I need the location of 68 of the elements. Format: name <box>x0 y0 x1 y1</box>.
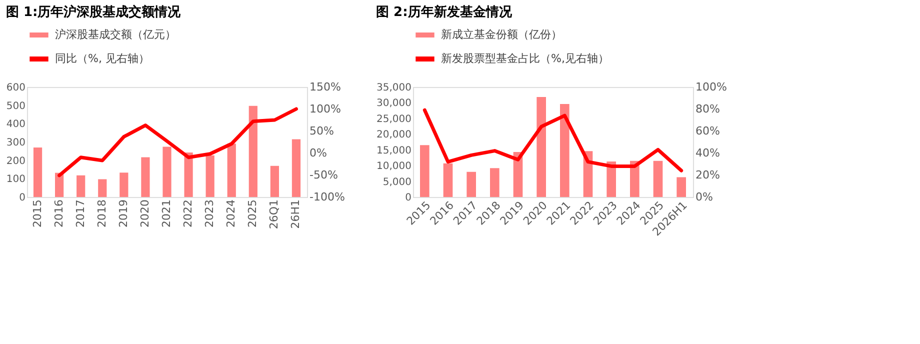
y-tick-label: 400 <box>6 119 26 130</box>
chart-title: 图 2:历年新发基金情况 <box>376 4 513 20</box>
x-tick-label: 2021 <box>160 200 173 228</box>
legend-label: 沪深股基成交额（亿元） <box>55 28 176 41</box>
bar <box>270 166 279 197</box>
y2-tick-label: -50% <box>310 168 338 182</box>
y2-tick-label: 100% <box>310 102 341 116</box>
y-tick-label: 0 <box>19 192 26 204</box>
bar <box>120 172 128 197</box>
bar <box>466 172 476 197</box>
x-tick-label: 2019 <box>116 200 130 228</box>
y2-tick-label: 50% <box>310 124 334 138</box>
bar <box>227 144 236 197</box>
x-tick-label: 2023 <box>203 200 216 228</box>
bar <box>76 175 86 197</box>
y-tick-label: 35,000 <box>376 82 412 94</box>
bar <box>184 152 193 197</box>
bar <box>141 157 150 197</box>
y-tick-label: 10,000 <box>376 161 412 172</box>
y-tick-label: 200 <box>6 156 26 167</box>
y2-tick-label: 20% <box>696 168 720 182</box>
x-tick-label: 2015 <box>30 200 44 228</box>
x-tick-label: 2024 <box>224 200 238 228</box>
x-tick-label: 2017 <box>74 200 87 228</box>
x-tick-label: 2016 <box>52 200 66 228</box>
bar <box>560 104 570 197</box>
y-tick-label: 5,000 <box>382 176 412 188</box>
y2-tick-label: -100% <box>310 190 345 204</box>
bar <box>248 106 258 197</box>
y-tick-label: 500 <box>6 100 26 112</box>
line-series <box>422 108 684 172</box>
bar <box>443 163 453 197</box>
x-tick-label: 2022 <box>182 200 195 228</box>
y2-tick-label: 0% <box>696 190 713 204</box>
bar <box>162 146 172 197</box>
y2-tick-label: 100% <box>696 80 727 94</box>
y2-tick-label: 150% <box>310 80 341 94</box>
chart-title: 图 1:历年沪深股基成交额情况 <box>6 4 182 20</box>
bar <box>33 148 42 197</box>
y-tick-label: 300 <box>6 138 26 148</box>
bar <box>292 139 301 197</box>
y2-tick-label: 80% <box>696 102 720 116</box>
y-tick-label: 25,000 <box>376 114 412 125</box>
y-tick-label: 0 <box>405 192 412 204</box>
y-tick-label: 30,000 <box>376 98 412 110</box>
x-tick-label: 26Q1 <box>268 200 281 230</box>
line-series <box>58 107 298 178</box>
y2-tick-label: 40% <box>696 146 720 160</box>
bar <box>490 168 500 197</box>
bar <box>676 177 686 197</box>
bar <box>536 97 546 197</box>
y-tick-label: 600 <box>6 82 26 94</box>
y2-tick-label: 60% <box>696 124 720 138</box>
x-tick-label: 2025 <box>246 200 260 228</box>
x-tick-label: 2020 <box>138 200 152 228</box>
legend-label: 同比（%, 见右轴） <box>55 52 150 65</box>
x-tick-label: 2018 <box>95 200 108 228</box>
bar <box>653 160 663 197</box>
y2-tick-label: 0% <box>310 146 327 160</box>
y-tick-label: 15,000 <box>376 145 412 156</box>
y-tick-label: 100 <box>6 174 26 186</box>
bar <box>206 155 214 197</box>
y-tick-label: 20,000 <box>376 130 412 141</box>
bar <box>420 145 430 197</box>
x-tick-label: 26H1 <box>289 200 302 229</box>
bar <box>98 179 107 197</box>
legend-label: 新成立基金份额（亿份） <box>441 28 562 41</box>
legend-label: 新发股票型基金占比（%,见右轴） <box>441 52 609 65</box>
